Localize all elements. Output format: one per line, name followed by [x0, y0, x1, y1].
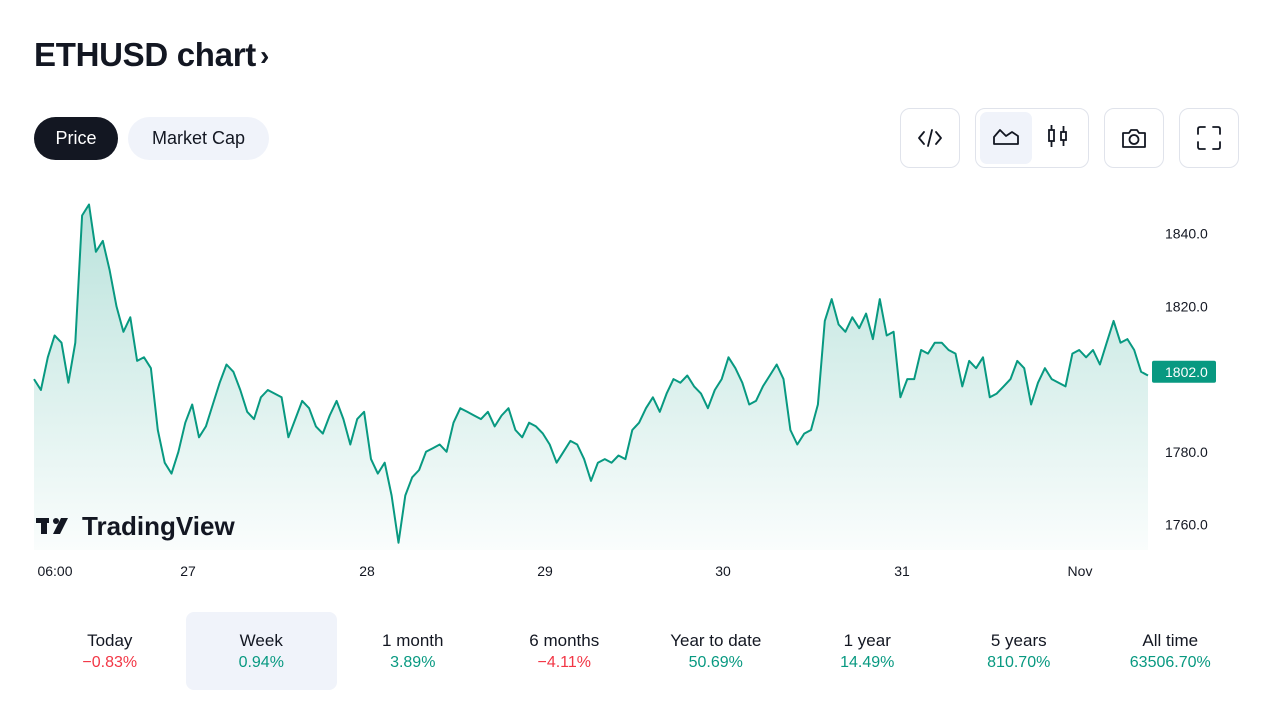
- last-price-badge: [1152, 360, 1216, 383]
- period-change: 3.89%: [390, 653, 436, 671]
- last-price-marker: 1802.0: [1152, 360, 1216, 383]
- period-label: 1 year: [843, 630, 891, 650]
- area-chart-icon: [992, 125, 1020, 152]
- x-tick-label: 30: [715, 563, 731, 579]
- last-price-label: 1802.0: [1165, 364, 1208, 380]
- period-change: 0.94%: [238, 653, 284, 671]
- x-tick-label: 29: [537, 563, 553, 579]
- period-all-time[interactable]: All time 63506.70%: [1095, 612, 1247, 690]
- code-icon: [904, 112, 956, 164]
- tradingview-logo: TradingView: [36, 511, 235, 541]
- x-tick-label: 27: [180, 563, 196, 579]
- period-change: −0.83%: [82, 653, 138, 671]
- tab-market-cap[interactable]: Market Cap: [128, 117, 269, 160]
- embed-button[interactable]: [900, 108, 960, 168]
- screenshot-button[interactable]: [1104, 108, 1164, 168]
- page-title[interactable]: ETHUSD chart ›: [34, 36, 269, 74]
- price-chart[interactable]: 1840.0 1820.0 1780.0 1760.0 06:00 27 28 29 30 31…: [0, 180, 1280, 580]
- x-tick-label: 06:00: [37, 563, 72, 579]
- period-today[interactable]: Today −0.83%: [34, 612, 186, 690]
- candlestick-icon: [1046, 123, 1070, 154]
- y-tick-label: 1820.0: [1165, 298, 1208, 314]
- price-area-fill: [34, 204, 1148, 550]
- period-5-years[interactable]: 5 years 810.70%: [943, 612, 1095, 690]
- fullscreen-button[interactable]: [1179, 108, 1239, 168]
- price-line: [33, 203, 1149, 544]
- x-tick-label: 28: [359, 563, 375, 579]
- x-tick-label: 31: [894, 563, 910, 579]
- period-change: 810.70%: [987, 653, 1051, 671]
- period-change: −4.11%: [537, 653, 592, 671]
- tab-market-cap-label: Market Cap: [151, 128, 246, 148]
- tradingview-logo-icon: [36, 518, 68, 534]
- page-title-text: ETHUSD chart: [34, 36, 256, 73]
- chevron-right-icon: ›: [259, 40, 269, 71]
- period-selector: Today −0.83% Week 0.94% 1 month 3.89% 6 …: [34, 612, 1246, 690]
- y-tick-label: 1780.0: [1165, 444, 1208, 460]
- period-1-year[interactable]: 1 year 14.49%: [792, 612, 944, 690]
- chart-style-toggle: [975, 108, 1089, 168]
- area-chart-button[interactable]: [980, 112, 1032, 164]
- camera-icon: [1108, 112, 1160, 164]
- period-label: All time: [1142, 630, 1199, 650]
- period-year-to-date[interactable]: Year to date 50.69%: [640, 612, 792, 690]
- candlestick-button[interactable]: [1032, 112, 1084, 164]
- tab-price[interactable]: Price: [34, 117, 118, 160]
- x-axis: 06:00 27 28 29 30 31 Nov: [37, 563, 1092, 579]
- period-6-months[interactable]: 6 months −4.11%: [489, 612, 641, 690]
- period-change: 50.69%: [688, 653, 743, 671]
- period-label: Today: [87, 630, 133, 650]
- fullscreen-icon: [1183, 112, 1235, 164]
- period-change: 63506.70%: [1129, 653, 1211, 671]
- period-1-month[interactable]: 1 month 3.89%: [337, 612, 489, 690]
- y-tick-label: 1760.0: [1165, 517, 1208, 533]
- x-tick-label: Nov: [1068, 563, 1093, 579]
- tradingview-wordmark: TradingView: [82, 511, 235, 541]
- y-tick-label: 1840.0: [1165, 226, 1208, 242]
- period-change: 14.49%: [840, 653, 895, 671]
- period-label: 1 month: [382, 630, 444, 650]
- period-label: Year to date: [670, 630, 762, 650]
- y-axis: 1840.0 1820.0 1780.0 1760.0: [1165, 226, 1208, 533]
- period-label: Week: [239, 630, 283, 650]
- tab-price-label: Price: [55, 128, 97, 148]
- period-week[interactable]: Week 0.94%: [185, 612, 337, 690]
- period-label: 5 years: [990, 630, 1047, 650]
- period-label: 6 months: [529, 630, 600, 650]
